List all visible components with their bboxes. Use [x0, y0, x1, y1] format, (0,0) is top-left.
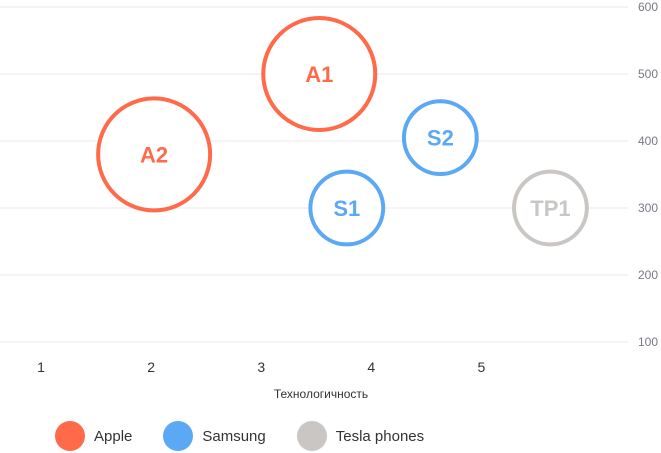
bubble-circle [512, 169, 589, 247]
legend-swatch [163, 421, 194, 451]
legend-swatch [296, 421, 327, 451]
legend-swatch [55, 421, 85, 451]
x-tick-label: 5 [477, 359, 485, 375]
x-tick-label: 1 [37, 359, 45, 375]
bubble-tp1: TP1 [512, 169, 589, 247]
bubble-a1: A1 [261, 16, 378, 132]
bubbles: A1 A2 S1 S2 TP1 [96, 16, 589, 247]
legend-item-tesla-phones[interactable]: Tesla phones [296, 421, 425, 451]
bubble-s1: S1 [308, 169, 386, 247]
x-tick-label: 2 [147, 359, 155, 375]
x-axis-title: Технологичность [274, 387, 368, 401]
y-tick-label: 200 [638, 268, 658, 282]
bubble-label: A1 [305, 62, 333, 87]
y-tick-label: 500 [638, 67, 658, 81]
bubble-label: S2 [427, 126, 454, 151]
x-tick-label: 3 [257, 359, 265, 375]
legend-label: Tesla phones [335, 427, 425, 445]
y-tick-label: 400 [638, 134, 658, 148]
legend-item-apple[interactable]: Apple [55, 421, 132, 451]
bubble-a2: A2 [96, 96, 213, 213]
legend-label: Apple [94, 427, 133, 445]
x-axis-ticks: 1 2 3 4 5 [37, 359, 485, 375]
legend: Apple Samsung Tesla phones [55, 421, 455, 451]
bubble-circle [261, 16, 378, 132]
legend-label: Samsung [202, 427, 266, 445]
bubble-label: TP1 [530, 196, 570, 221]
y-tick-label: 600 [638, 0, 658, 14]
y-tick-label: 100 [638, 335, 658, 349]
x-tick-label: 4 [367, 359, 375, 375]
legend-item-samsung[interactable]: Samsung [163, 421, 266, 451]
y-tick-label: 300 [638, 201, 658, 215]
bubble-s2: S2 [401, 99, 479, 177]
y-axis-ticks: 100 200 300 400 500 600 [638, 0, 658, 349]
bubble-label: A2 [140, 142, 168, 167]
bubble-label: S1 [333, 196, 360, 221]
bubble-circle [401, 99, 479, 177]
bubble-circle [308, 169, 386, 247]
bubble-circle [96, 96, 213, 213]
